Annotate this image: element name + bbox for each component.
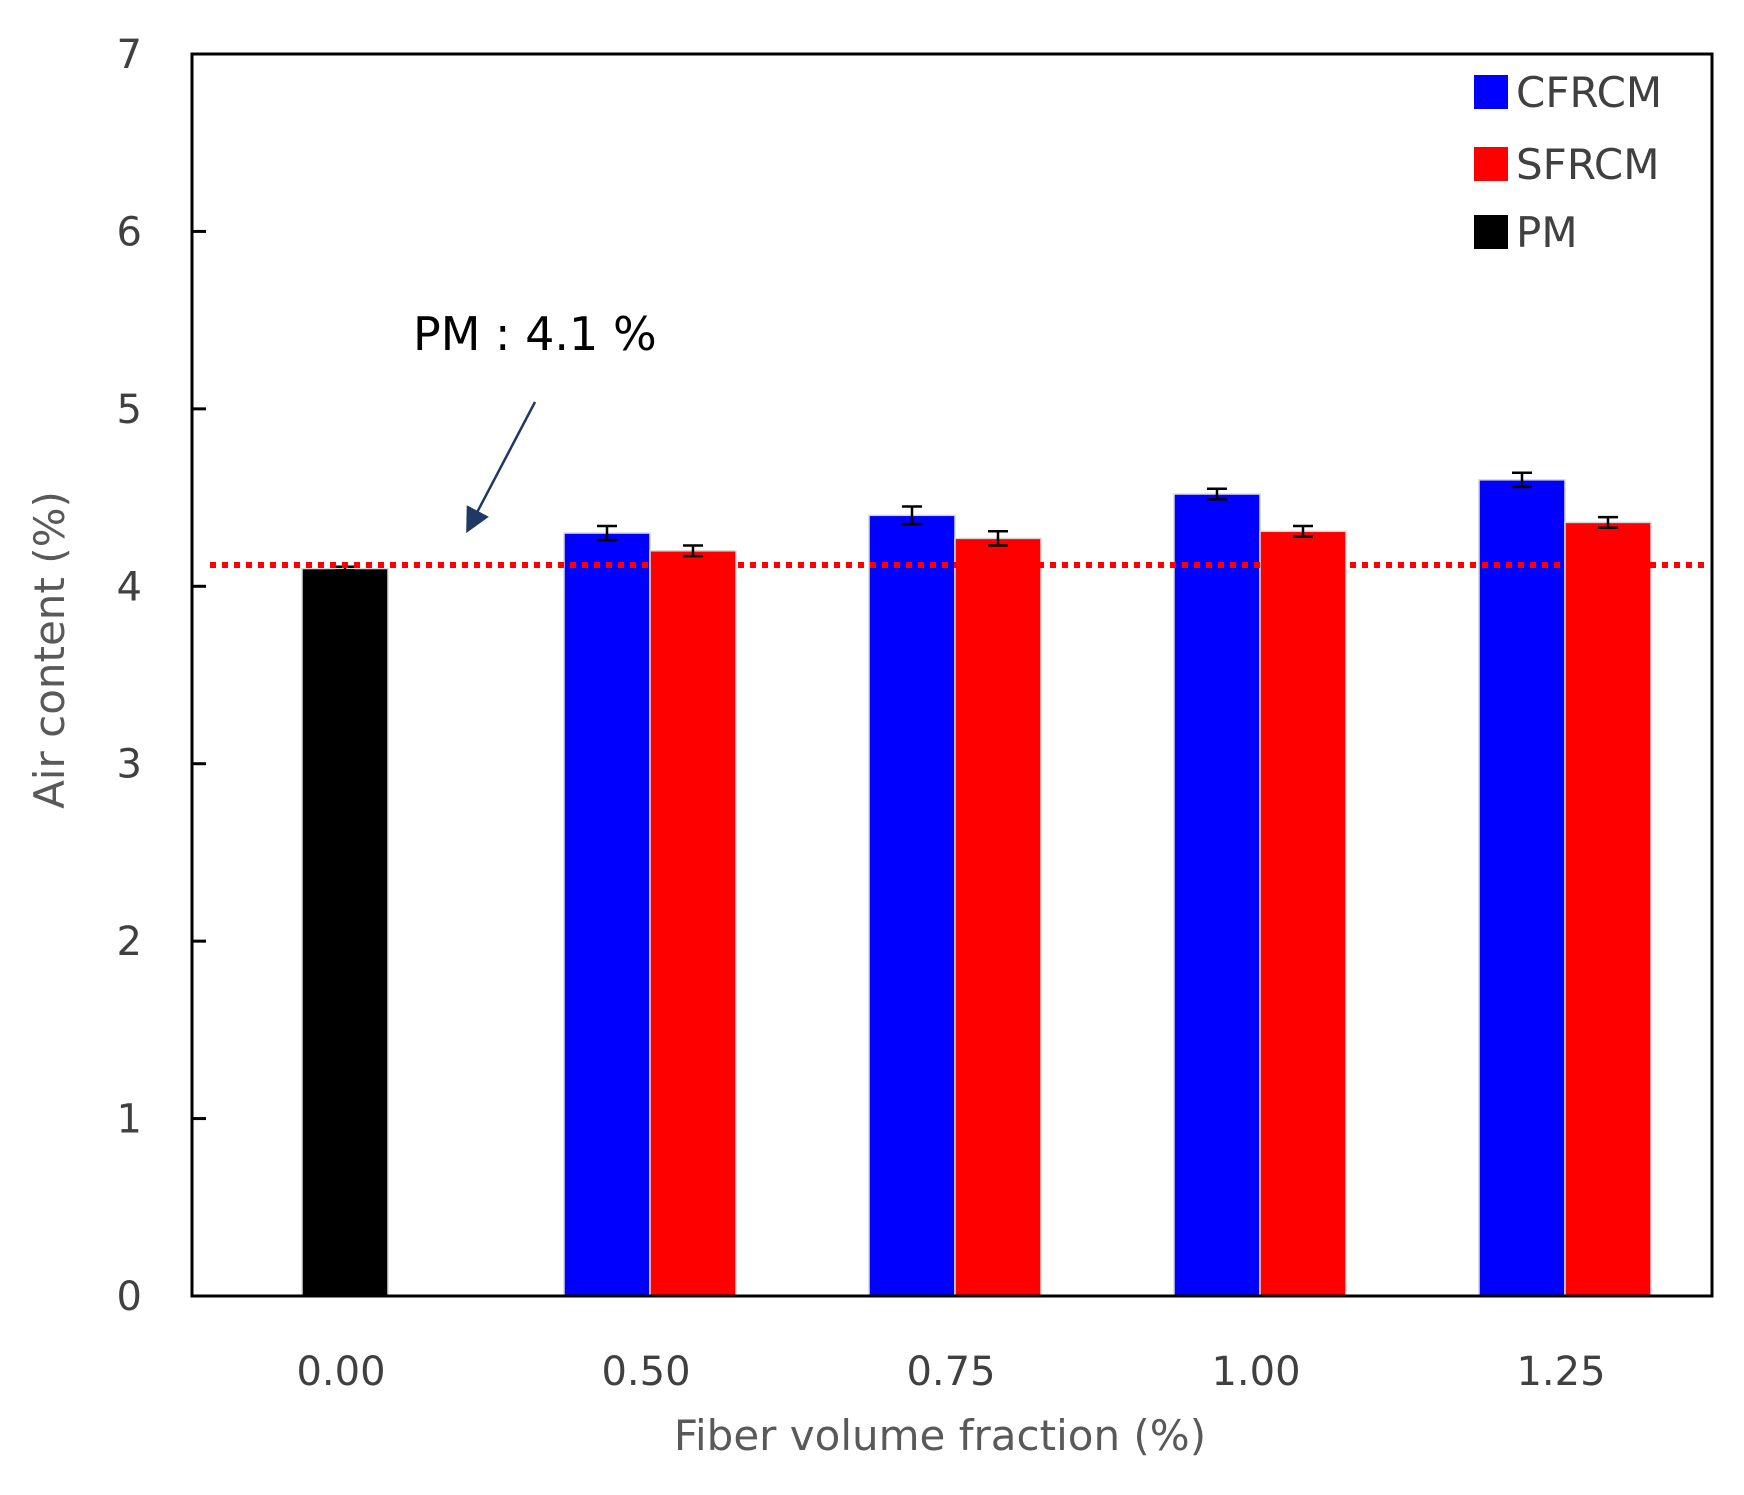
x-tick-label: 0.50 — [601, 1349, 690, 1395]
legend-label-pm: PM — [1516, 208, 1578, 257]
bar-sfrcm-1-00 — [1259, 530, 1347, 1297]
bar-pm-0-00 — [301, 567, 389, 1297]
error-bar-cfrcm-1-00 — [1207, 487, 1227, 501]
x-tick-label: 0.75 — [906, 1349, 995, 1395]
error-bar-sfrcm-0-75 — [988, 530, 1008, 547]
x-axis: 0.00 0.50 0.75 1.00 1.25 — [296, 1349, 1605, 1395]
error-bar-cfrcm-0-50 — [597, 524, 617, 542]
bar-sfrcm-0-50 — [649, 550, 737, 1297]
x-tick-label: 1.00 — [1211, 1349, 1300, 1395]
y-tick-label: 3 — [117, 742, 142, 788]
error-bar-cfrcm-1-25 — [1512, 471, 1532, 489]
y-tick-label: 2 — [117, 919, 142, 965]
annotation-label: PM : 4.1 % — [413, 307, 657, 361]
error-bar-sfrcm-0-50 — [683, 544, 703, 558]
bars-layer — [301, 479, 1652, 1297]
bar-sfrcm-0-75 — [954, 537, 1042, 1297]
y-tick-label: 5 — [117, 387, 142, 433]
annotation-arrow — [466, 401, 537, 534]
y-tick-label: 4 — [117, 564, 142, 610]
legend: CFRCM SFRCM PM — [1474, 68, 1662, 257]
y-tick-label: 7 — [117, 32, 142, 78]
y-axis: 0 1 2 3 4 5 6 7 — [117, 32, 206, 1320]
bar-cfrcm-1-00 — [1173, 493, 1261, 1297]
bar-cfrcm-0-50 — [563, 532, 651, 1297]
error-bar-sfrcm-1-00 — [1293, 524, 1313, 538]
bar-cfrcm-1-25 — [1478, 479, 1566, 1297]
y-tick-label: 1 — [117, 1097, 142, 1143]
x-axis-title: Fiber volume fraction (%) — [674, 1411, 1206, 1460]
y-tick-label: 6 — [117, 209, 142, 255]
plot-frame — [190, 52, 1714, 1298]
legend-label-cfrcm: CFRCM — [1516, 68, 1662, 117]
bar-sfrcm-1-25 — [1564, 521, 1652, 1297]
legend-swatch-sfrcm — [1474, 147, 1508, 181]
error-bars-layer — [335, 471, 1618, 572]
x-tick-label: 1.25 — [1516, 1349, 1605, 1395]
y-axis-title: Air content (%) — [25, 491, 74, 809]
legend-label-sfrcm: SFRCM — [1516, 140, 1659, 189]
error-bar-sfrcm-1-25 — [1598, 515, 1618, 529]
bar-cfrcm-0-75 — [868, 514, 956, 1297]
legend-swatch-cfrcm — [1474, 75, 1508, 109]
y-tick-label: 0 — [117, 1274, 142, 1320]
legend-swatch-pm — [1474, 215, 1508, 249]
x-tick-label: 0.00 — [296, 1349, 385, 1395]
error-bar-cfrcm-0-75 — [902, 505, 922, 526]
